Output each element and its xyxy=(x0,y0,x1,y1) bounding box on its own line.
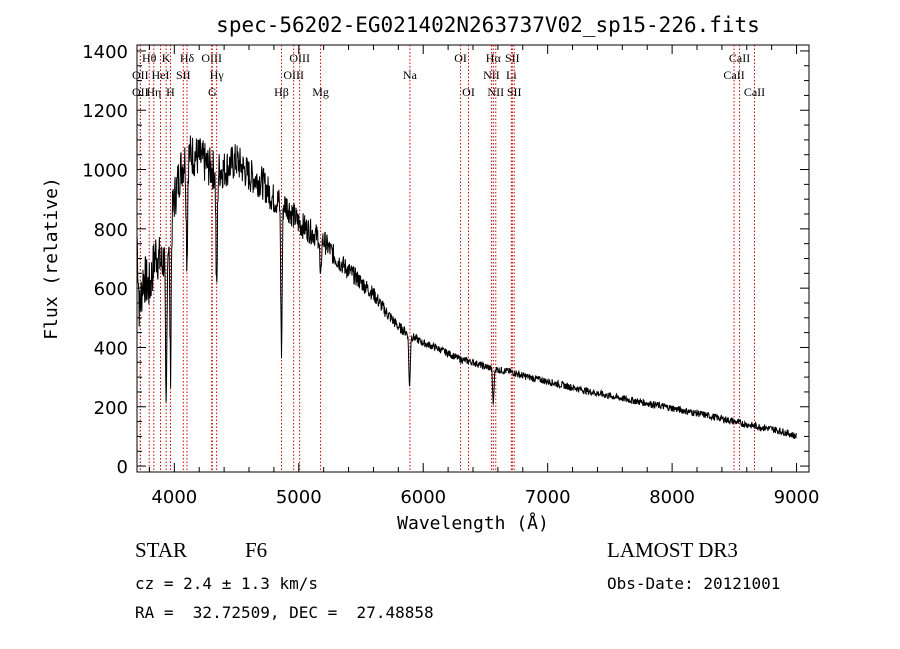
spectral-line-label: Hη xyxy=(146,85,161,99)
spectral-line-label: CaII xyxy=(723,68,744,82)
spectral-line-label: NII xyxy=(487,85,504,99)
class-label: STAR xyxy=(135,538,187,562)
spectral-line-label: H xyxy=(166,85,175,99)
spectral-line-label: SII xyxy=(507,85,522,99)
obs-date: Obs-Date: 20121001 xyxy=(607,574,781,593)
spectral-line-label: OIII xyxy=(289,51,310,65)
spectral-line-label: OII xyxy=(132,85,149,99)
spectral-line-label: CaII xyxy=(744,85,765,99)
x-axis-label: Wavelength (Å) xyxy=(397,512,549,534)
spectral-line-label: OII xyxy=(132,68,149,82)
spectral-line-label: G xyxy=(208,85,217,99)
spectral-line-label: Mg xyxy=(312,85,329,99)
y-tick-label: 1000 xyxy=(82,161,128,182)
x-tick-label: 8000 xyxy=(649,487,695,508)
survey-label: LAMOST DR3 xyxy=(607,538,738,562)
spectral-line-label: Hδ xyxy=(180,51,195,65)
y-tick-label: 600 xyxy=(94,279,128,300)
spectral-line-label: SII xyxy=(176,68,191,82)
spectral-line-label: OIII xyxy=(283,68,304,82)
spectral-line-label: SII xyxy=(505,51,520,65)
y-tick-label: 0 xyxy=(117,457,128,478)
spectral-line-label: K xyxy=(162,51,171,65)
x-tick-label: 7000 xyxy=(525,487,571,508)
spectral-line-label: CaII xyxy=(729,51,750,65)
cz-value: cz = 2.4 ± 1.3 km/s xyxy=(135,574,319,593)
spectral-line-label: Hα xyxy=(486,51,502,65)
y-tick-label: 1200 xyxy=(82,101,128,122)
plot-frame xyxy=(136,44,810,473)
y-axis-label: Flux (relative) xyxy=(41,177,62,340)
spectral-line-label: Na xyxy=(403,68,418,82)
spectrum-chart: spec-56202-EG021402N263737V02_sp15-226.f… xyxy=(41,13,820,534)
spectrum-line xyxy=(136,135,797,440)
x-tick-label: 5000 xyxy=(276,487,322,508)
y-tick-label: 800 xyxy=(94,220,128,241)
y-tick-label: 1400 xyxy=(82,42,128,63)
spectral-line-label: NII xyxy=(483,68,500,82)
x-tick-label: 9000 xyxy=(774,487,820,508)
spectral-line-label: Hβ xyxy=(274,85,289,99)
chart-title: spec-56202-EG021402N263737V02_sp15-226.f… xyxy=(216,13,760,37)
spectral-line-label: HeI xyxy=(152,68,170,82)
y-tick-label: 200 xyxy=(94,398,128,419)
spectral-line-label: OIII xyxy=(201,51,222,65)
x-tick-label: 6000 xyxy=(400,487,446,508)
y-tick-label: 400 xyxy=(94,338,128,359)
x-tick-label: 4000 xyxy=(151,487,197,508)
spectral-line-label: OI xyxy=(454,51,467,65)
spectral-line-label: OI xyxy=(462,85,475,99)
coordinates: RA = 32.72509, DEC = 27.48858 xyxy=(135,603,434,622)
subclass-label: F6 xyxy=(245,538,268,562)
spectral-line-label: Hγ xyxy=(210,68,225,82)
spectral-line-label: Hθ xyxy=(142,51,157,65)
spectral-line-label: Li xyxy=(506,68,517,82)
